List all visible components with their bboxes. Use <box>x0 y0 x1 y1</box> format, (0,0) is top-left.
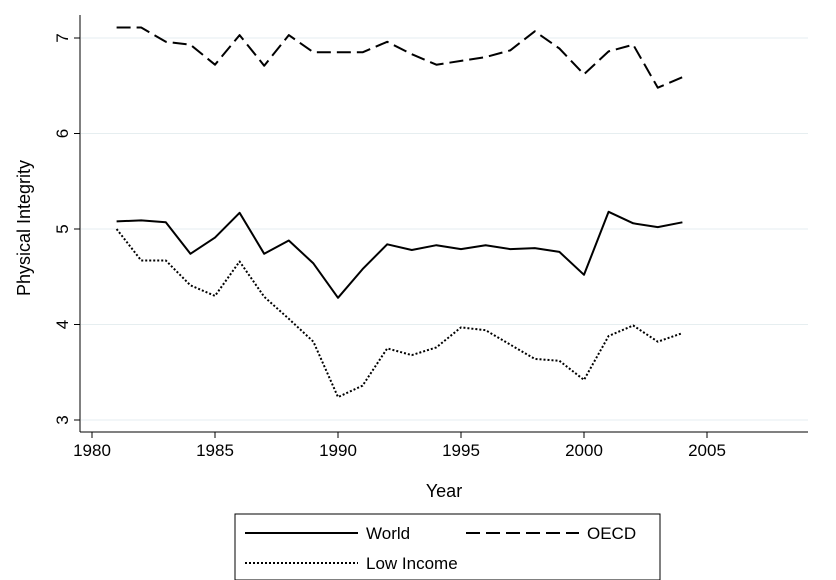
x-tick-label-1990: 1990 <box>319 441 357 460</box>
gridlines <box>81 37 808 421</box>
x-tick-label-2005: 2005 <box>688 441 726 460</box>
x-tick-label-2000: 2000 <box>565 441 603 460</box>
legend: World OECD Low Income <box>234 513 661 580</box>
legend-label-world: World <box>366 524 410 543</box>
series-line-low-income <box>115 228 683 399</box>
x-tick-label-1985: 1985 <box>196 441 234 460</box>
legend-label-oecd: OECD <box>587 524 636 543</box>
y-tick-label-3: 3 <box>53 415 72 424</box>
y-tick-label-7: 7 <box>53 33 72 42</box>
y-tick-label-4: 4 <box>53 320 72 329</box>
series-lines <box>115 26 683 399</box>
legend-label-low-income: Low Income <box>366 554 458 573</box>
series-line-world <box>116 210 683 299</box>
y-tick-label-5: 5 <box>53 224 72 233</box>
y-tick-label-6: 6 <box>53 129 72 138</box>
series-line-oecd <box>116 26 683 89</box>
x-tick-label-1995: 1995 <box>442 441 480 460</box>
x-tick-label-1980: 1980 <box>73 441 111 460</box>
axes: 3 4 5 6 7 1980 1985 1990 1995 2000 2005 <box>53 15 808 460</box>
x-axis-title: Year <box>426 481 462 501</box>
legend-box <box>234 513 661 580</box>
y-axis-title: Physical Integrity <box>14 160 34 296</box>
